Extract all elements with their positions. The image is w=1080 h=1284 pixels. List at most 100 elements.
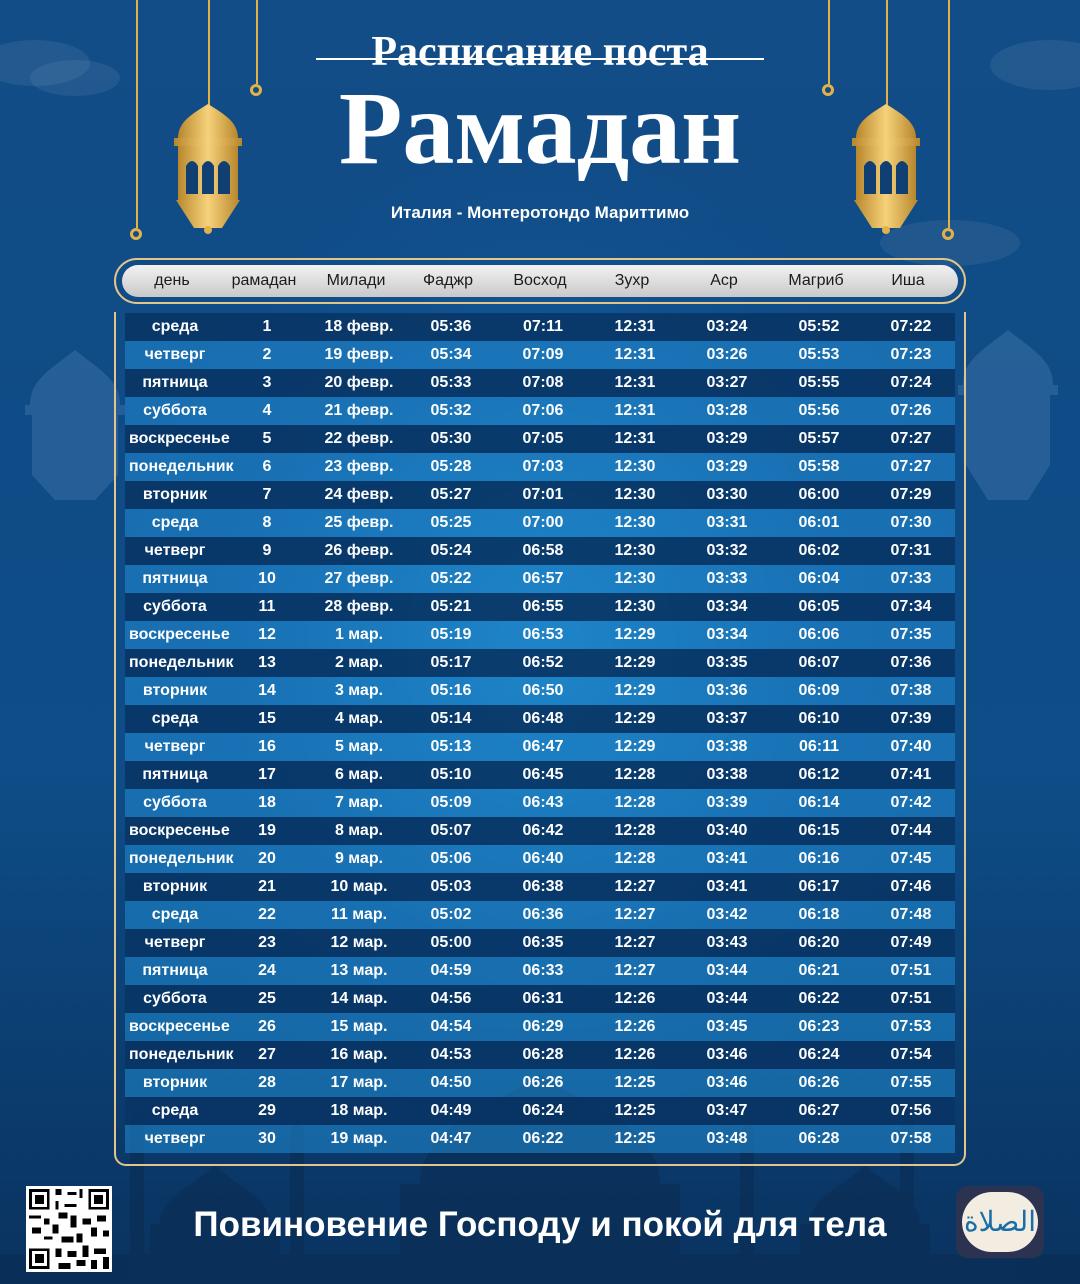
cell-dhuhr: 12:28 (614, 822, 656, 839)
column-header-isha: Иша (891, 272, 925, 289)
cell-maghrib: 05:57 (798, 430, 840, 447)
cell-ramadan-day: 6 (262, 458, 272, 475)
app-logo-icon[interactable]: الصلاة (956, 1186, 1044, 1258)
cell-dhuhr: 12:30 (614, 542, 656, 559)
cell-asr: 03:43 (706, 934, 748, 951)
table-row: суббота 25 14 мар. 04:56 06:31 12:26 03:44 06:2… (125, 985, 955, 1013)
cell-maghrib: 06:12 (798, 766, 840, 783)
cell-gregorian-date: 25 февр. (324, 514, 394, 531)
table-header: день рамадан Милади Фаджр Восход Зухр Ас… (114, 258, 966, 304)
cell-day: суббота (143, 402, 207, 419)
cell-asr: 03:46 (706, 1046, 748, 1063)
cloud-right (990, 40, 1080, 90)
cell-ramadan-day: 3 (262, 374, 272, 391)
cell-maghrib: 05:52 (798, 318, 840, 335)
cell-sunrise: 06:52 (522, 654, 564, 671)
cell-sunrise: 06:29 (522, 1018, 564, 1035)
cell-day: вторник (142, 486, 208, 503)
app-logo-text: الصلاة (962, 1192, 1038, 1252)
cell-fajr: 05:24 (430, 542, 472, 559)
cell-ramadan-day: 5 (262, 430, 272, 447)
cell-asr: 03:39 (706, 794, 748, 811)
cell-dhuhr: 12:25 (614, 1102, 656, 1119)
cell-dhuhr: 12:31 (614, 318, 656, 335)
cell-asr: 03:42 (706, 906, 748, 923)
ring-right-1 (822, 84, 834, 96)
cell-fajr: 05:22 (430, 570, 472, 587)
table-row: вторник 28 17 мар. 04:50 06:26 12:25 03:46 06:2… (125, 1069, 955, 1097)
cell-maghrib: 06:02 (798, 542, 840, 559)
table-row: среда 29 18 мар. 04:49 06:24 12:25 03:47 06:27 0… (125, 1097, 955, 1125)
cell-asr: 03:44 (706, 962, 748, 979)
cell-dhuhr: 12:31 (614, 374, 656, 391)
table-row: среда 15 4 мар. 05:14 06:48 12:29 03:37 06:10 07… (125, 705, 955, 733)
cell-gregorian-date: 21 февр. (324, 402, 394, 419)
cell-maghrib: 06:14 (798, 794, 840, 811)
table-row: воскресенье 19 8 мар. 05:07 06:42 12:28 03:40 0… (125, 817, 955, 845)
cell-day: пятница (142, 766, 208, 783)
cell-dhuhr: 12:26 (614, 1046, 656, 1063)
cell-day: среда (151, 906, 199, 923)
column-header-dhuhr: Зухр (614, 272, 650, 289)
table-row: вторник 21 10 мар. 05:03 06:38 12:27 03:41 06:1… (125, 873, 955, 901)
cell-ramadan-day: 26 (258, 1018, 276, 1035)
cell-gregorian-date: 23 февр. (324, 458, 394, 475)
cell-ramadan-day: 8 (262, 514, 272, 531)
cell-maghrib: 06:07 (798, 654, 840, 671)
cell-fajr: 04:56 (430, 990, 472, 1007)
table-row: понедельник 13 2 мар. 05:17 06:52 12:29 03:35 0… (125, 649, 955, 677)
cell-day: четверг (144, 346, 206, 363)
cell-sunrise: 07:06 (522, 402, 564, 419)
cell-maghrib: 05:53 (798, 346, 840, 363)
cell-asr: 03:29 (706, 430, 748, 447)
cell-asr: 03:28 (706, 402, 748, 419)
column-header-fajr: Фаджр (423, 272, 473, 289)
cell-isha: 07:46 (890, 878, 932, 895)
table-row: четверг 16 5 мар. 05:13 06:47 12:29 03:38 06:11… (125, 733, 955, 761)
cell-asr: 03:33 (706, 570, 748, 587)
cell-isha: 07:31 (890, 542, 932, 559)
cell-dhuhr: 12:29 (614, 710, 656, 727)
cell-day: четверг (144, 1130, 206, 1147)
table-row: понедельник 27 16 мар. 04:53 06:28 12:26 03:46… (125, 1041, 955, 1069)
cell-asr: 03:45 (706, 1018, 748, 1035)
cell-asr: 03:35 (706, 654, 748, 671)
cell-fajr: 05:16 (430, 682, 472, 699)
cell-dhuhr: 12:25 (614, 1130, 656, 1147)
cell-gregorian-date: 28 февр. (324, 598, 394, 615)
cell-sunrise: 06:35 (522, 934, 564, 951)
cell-fajr: 05:17 (430, 654, 472, 671)
cell-sunrise: 06:40 (522, 850, 564, 867)
qr-code-icon[interactable] (26, 1186, 112, 1272)
footer-slogan: Повиновение Господу и покой для тела (193, 1205, 887, 1244)
cell-sunrise: 07:01 (522, 486, 564, 503)
cell-asr: 03:34 (706, 626, 748, 643)
background-lantern-left (25, 350, 125, 500)
cell-dhuhr: 12:30 (614, 458, 656, 475)
cell-maghrib: 05:55 (798, 374, 840, 391)
cell-maghrib: 06:15 (798, 822, 840, 839)
cell-maghrib: 06:01 (798, 514, 840, 531)
table-row: воскресенье 5 22 февр. 05:30 07:05 12:31 03:29… (125, 425, 955, 453)
cell-dhuhr: 12:29 (614, 682, 656, 699)
cell-ramadan-day: 29 (258, 1102, 276, 1119)
cell-sunrise: 06:55 (522, 598, 564, 615)
cell-day: вторник (142, 682, 208, 699)
cell-gregorian-date: 7 мар. (334, 794, 384, 811)
cell-maghrib: 06:24 (798, 1046, 840, 1063)
cell-dhuhr: 12:28 (614, 850, 656, 867)
cell-ramadan-day: 4 (262, 402, 272, 419)
ring-left-3 (250, 84, 262, 96)
table-row: воскресенье 12 1 мар. 05:19 06:53 12:29 03:34 0… (125, 621, 955, 649)
cell-ramadan-day: 21 (258, 878, 276, 895)
lantern-icon (852, 104, 920, 234)
cell-maghrib: 06:20 (798, 934, 840, 951)
cell-dhuhr: 12:25 (614, 1074, 656, 1091)
cell-gregorian-date: 6 мар. (334, 766, 384, 783)
cell-gregorian-date: 19 февр. (324, 346, 394, 363)
cell-gregorian-date: 17 мар. (330, 1074, 388, 1091)
table-row: вторник 14 3 мар. 05:16 06:50 12:29 03:36 06:09… (125, 677, 955, 705)
cell-maghrib: 06:05 (798, 598, 840, 615)
cell-sunrise: 06:36 (522, 906, 564, 923)
cell-day: понедельник (129, 654, 234, 671)
